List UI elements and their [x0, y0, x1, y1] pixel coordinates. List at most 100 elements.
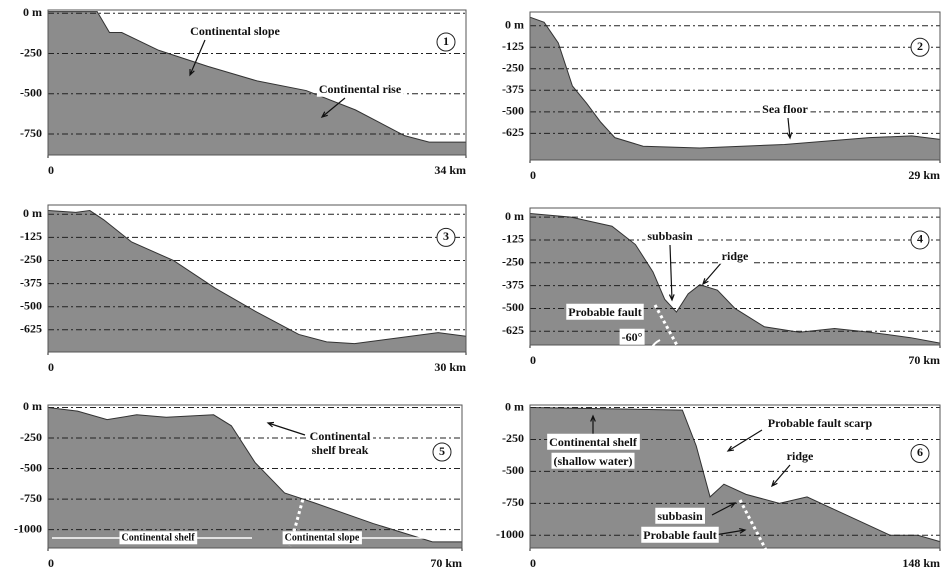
plot-frame [529, 404, 941, 549]
x-tick-label: 70 km [430, 556, 462, 570]
annotation-arrow [786, 117, 793, 140]
annotation-shape [653, 304, 687, 361]
panel-marker [910, 443, 930, 463]
annotation: shelf break [312, 443, 369, 457]
plot-frame [529, 11, 941, 161]
y-tick-label: 0 m [23, 5, 42, 19]
y-tick-label: -250 [20, 45, 42, 59]
annotation-bg [188, 22, 283, 39]
annotation-arrow [714, 528, 747, 536]
annotation-bg [784, 447, 816, 464]
profile-line [529, 407, 941, 543]
annotation-bg [645, 227, 696, 244]
profile-line [48, 11, 466, 143]
annotation-bg [119, 531, 198, 545]
profile-fill [48, 210, 466, 352]
y-tick-label: -500 [20, 460, 42, 474]
x-tick-label: 0 [48, 163, 54, 177]
panel-marker [436, 227, 456, 247]
annotation: Sea floor [762, 102, 808, 116]
annotation-bg [282, 531, 362, 545]
y-tick-label: -250 [20, 252, 42, 266]
x-tick-label: 0 [530, 556, 536, 570]
x-tick-label: 0 [48, 556, 54, 570]
y-tick-label: -375 [502, 277, 524, 291]
annotation: subbasin [657, 509, 703, 523]
annotation-bg [309, 441, 371, 458]
plot-frame [47, 204, 467, 353]
y-tick-label: -1000 [496, 527, 524, 541]
y-tick-label: -250 [502, 255, 524, 269]
annotation: Continental rise [319, 82, 402, 96]
annotation-bg [765, 414, 875, 431]
y-tick-label: -625 [502, 323, 524, 337]
annotation-arrow [668, 244, 675, 302]
x-tick-label: 0 [530, 353, 536, 367]
annotation-arrow [320, 97, 346, 118]
y-tick-label: 0 m [505, 399, 524, 413]
annotation-arrow [770, 464, 791, 488]
annotation: subbasin [647, 229, 693, 243]
panel-number: 2 [917, 39, 923, 53]
y-tick-label: -250 [20, 430, 42, 444]
y-tick-label: -500 [502, 104, 524, 118]
y-tick-label: -250 [502, 431, 524, 445]
y-tick-label: -750 [20, 126, 42, 140]
annotation-arrow [711, 502, 737, 516]
annotation-bg [641, 526, 719, 543]
annotation: Continental slope [190, 24, 280, 38]
annotation-arrow [590, 414, 596, 434]
panel-number: 4 [917, 232, 923, 246]
panel-number: 5 [439, 444, 445, 458]
annotation-bg [619, 328, 645, 345]
annotation: ridge [787, 449, 814, 463]
y-tick-label: -750 [20, 491, 42, 505]
plot-frame [529, 207, 941, 346]
annotation-bg [547, 433, 640, 450]
panel-number: 6 [917, 445, 923, 459]
annotation: ridge [722, 249, 749, 263]
plot-frame [47, 9, 467, 156]
annotation-bg [566, 303, 644, 320]
x-tick-label: 30 km [434, 360, 466, 374]
profile-line [529, 16, 941, 149]
annotation: (shallow water) [554, 454, 633, 468]
annotation-arrow [266, 421, 306, 436]
y-tick-label: -625 [502, 125, 524, 139]
annotation-bg [551, 452, 635, 469]
panel-number: 3 [443, 229, 449, 243]
annotation: Continental shelf [121, 532, 195, 543]
y-tick-label: -500 [502, 300, 524, 314]
panel-marker [432, 442, 452, 462]
y-tick-label: 0 m [505, 18, 524, 32]
x-tick-label: 0 [48, 360, 54, 374]
panel-marker [910, 37, 930, 57]
y-tick-label: -125 [502, 39, 524, 53]
profile-line [47, 210, 467, 345]
annotation: -60° [622, 330, 643, 344]
panel-marker [910, 230, 930, 250]
y-tick-label: -1000 [14, 521, 42, 535]
y-tick-label: -125 [502, 232, 524, 246]
annotation-arrow [189, 39, 206, 77]
annotation-arrow [726, 429, 763, 452]
profile-fill [48, 407, 462, 548]
annotation-bg [655, 507, 706, 524]
annotation-shape [646, 339, 661, 361]
profile-line [47, 406, 462, 543]
x-tick-label: 34 km [434, 163, 466, 177]
annotation-bg [719, 247, 751, 264]
y-tick-label: -500 [20, 86, 42, 100]
annotation: Probable fault [568, 305, 641, 319]
y-tick-label: -500 [502, 463, 524, 477]
profile-line [529, 212, 941, 344]
annotation: Continental [310, 429, 371, 443]
annotation-arrow [701, 261, 723, 286]
annotation-bg [760, 100, 811, 117]
y-tick-label: 0 m [23, 399, 42, 413]
panel-marker [436, 32, 456, 52]
x-tick-label: 70 km [908, 353, 940, 367]
y-tick-label: 0 m [505, 209, 524, 223]
